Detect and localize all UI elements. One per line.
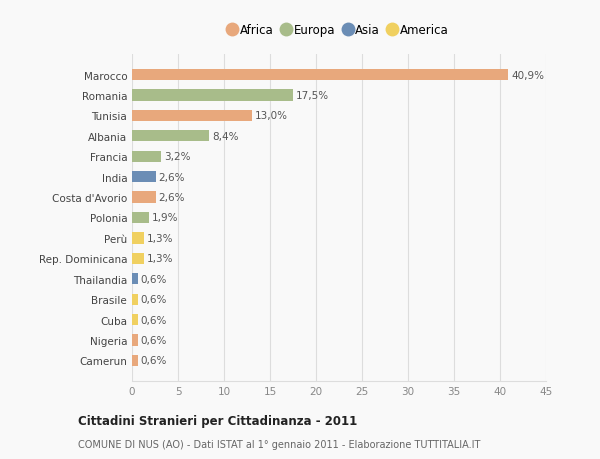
Bar: [132, 172, 156, 183]
Bar: [132, 233, 144, 244]
Bar: [132, 131, 209, 142]
Text: 17,5%: 17,5%: [296, 91, 329, 101]
Text: 2,6%: 2,6%: [158, 172, 185, 182]
Text: 0,6%: 0,6%: [140, 295, 167, 304]
Bar: [132, 355, 137, 366]
Text: 1,3%: 1,3%: [147, 254, 173, 264]
Text: 8,4%: 8,4%: [212, 132, 239, 141]
Text: 13,0%: 13,0%: [254, 111, 287, 121]
Text: 3,2%: 3,2%: [164, 152, 191, 162]
Bar: [132, 253, 144, 264]
Text: 40,9%: 40,9%: [511, 71, 544, 80]
Legend: Africa, Europa, Asia, America: Africa, Europa, Asia, America: [227, 22, 451, 39]
Bar: [132, 294, 137, 305]
Text: 0,6%: 0,6%: [140, 335, 167, 345]
Bar: [132, 213, 149, 224]
Text: 0,6%: 0,6%: [140, 274, 167, 284]
Text: 1,9%: 1,9%: [152, 213, 179, 223]
Bar: [132, 90, 293, 101]
Text: Cittadini Stranieri per Cittadinanza - 2011: Cittadini Stranieri per Cittadinanza - 2…: [78, 414, 357, 428]
Bar: [132, 70, 508, 81]
Bar: [132, 335, 137, 346]
Bar: [132, 192, 156, 203]
Text: COMUNE DI NUS (AO) - Dati ISTAT al 1° gennaio 2011 - Elaborazione TUTTITALIA.IT: COMUNE DI NUS (AO) - Dati ISTAT al 1° ge…: [78, 440, 481, 449]
Bar: [132, 151, 161, 162]
Text: 1,3%: 1,3%: [147, 233, 173, 243]
Bar: [132, 274, 137, 285]
Bar: [132, 314, 137, 325]
Text: 0,6%: 0,6%: [140, 356, 167, 365]
Text: 0,6%: 0,6%: [140, 315, 167, 325]
Text: 2,6%: 2,6%: [158, 193, 185, 203]
Bar: [132, 111, 251, 122]
